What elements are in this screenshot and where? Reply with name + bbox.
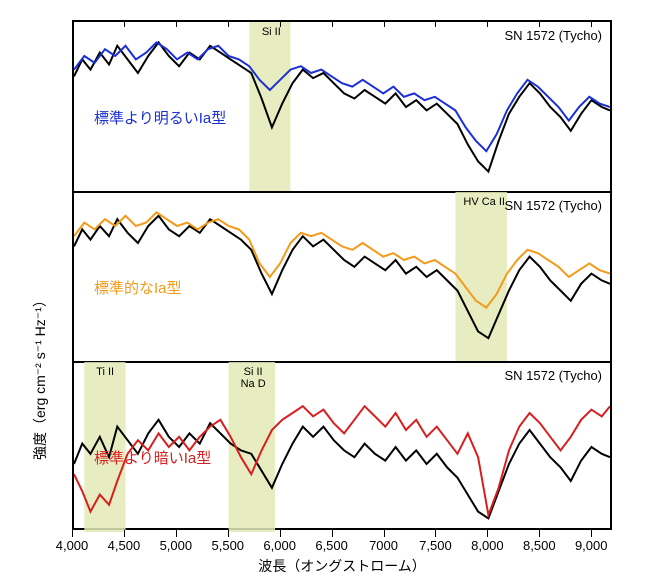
x-tick-label: 7,500 <box>419 538 452 553</box>
panel-top: Si II SN 1572 (Tycho) 標準より明るいIa型 <box>74 22 610 192</box>
spectrum-bright <box>74 42 610 151</box>
x-tick-label: 6,000 <box>263 538 296 553</box>
x-tick-label: 5,500 <box>211 538 244 553</box>
plot-area: Si IISN 1572 (Tycho)標準より明るいIa型HV Ca IISN… <box>72 20 612 530</box>
band-SiII_top <box>249 22 290 192</box>
x-tick-label: 8,500 <box>523 538 556 553</box>
figure: Si IISN 1572 (Tycho)標準より明るいIa型HV Ca IISN… <box>0 0 646 583</box>
x-tickmark-top <box>384 20 385 27</box>
panel-caption: 標準より暗いIa型 <box>94 447 211 468</box>
x-tick-label: 6,500 <box>315 538 348 553</box>
y-axis-label: 強度（erg cm⁻² s⁻¹ Hz⁻¹） <box>30 293 50 460</box>
x-tickmark <box>124 530 125 537</box>
x-tickmark <box>539 530 540 537</box>
x-tick-label: 5,000 <box>160 538 193 553</box>
x-axis-label: 波長（オングストローム） <box>258 556 426 576</box>
x-tickmark-top <box>332 20 333 27</box>
band-label-TiII: Ti II <box>96 366 114 378</box>
band-label-SiII_NaD: Si IINa D <box>241 366 266 390</box>
x-tickmark-top <box>280 20 281 27</box>
panel-middle: HV Ca IISN 1572 (Tycho) 標準的なIa型 <box>74 192 610 362</box>
x-tickmark-top <box>72 20 73 27</box>
x-tickmark-top <box>124 20 125 27</box>
x-tickmark <box>228 530 229 537</box>
panel-caption: 標準より明るいIa型 <box>94 107 226 128</box>
x-tickmark <box>280 530 281 537</box>
x-tick-label: 4,000 <box>56 538 89 553</box>
x-tickmark-top <box>228 20 229 27</box>
panel-title-right: SN 1572 (Tycho) <box>504 198 602 213</box>
x-tickmark <box>176 530 177 537</box>
x-tickmark <box>384 530 385 537</box>
panel-title-right: SN 1572 (Tycho) <box>504 368 602 383</box>
x-tick-label: 7000 <box>369 538 398 553</box>
x-tickmark-top <box>435 20 436 27</box>
panel-bottom: Ti II Si IINa D SN 1572 (Tycho) 標準より暗いIa型 <box>74 362 610 532</box>
x-tickmark-top <box>591 20 592 27</box>
band-HVCaII <box>455 192 507 362</box>
x-tickmark-top <box>487 20 488 27</box>
x-tickmark <box>487 530 488 537</box>
spectrum-observed <box>74 420 610 519</box>
x-tick-label: 4,500 <box>108 538 141 553</box>
x-tickmark-top <box>539 20 540 27</box>
x-tickmark <box>435 530 436 537</box>
panel-title-right: SN 1572 (Tycho) <box>504 28 602 43</box>
x-tickmark <box>591 530 592 537</box>
x-tickmark <box>332 530 333 537</box>
x-tickmark <box>72 530 73 537</box>
panel-caption: 標準的なIa型 <box>94 277 182 298</box>
x-tick-label: 8,000 <box>471 538 504 553</box>
x-tick-label: 9,000 <box>575 538 608 553</box>
band-label-HVCaII: HV Ca II <box>463 196 505 208</box>
band-label-SiII_top: Si II <box>262 26 281 38</box>
x-tickmark-top <box>176 20 177 27</box>
